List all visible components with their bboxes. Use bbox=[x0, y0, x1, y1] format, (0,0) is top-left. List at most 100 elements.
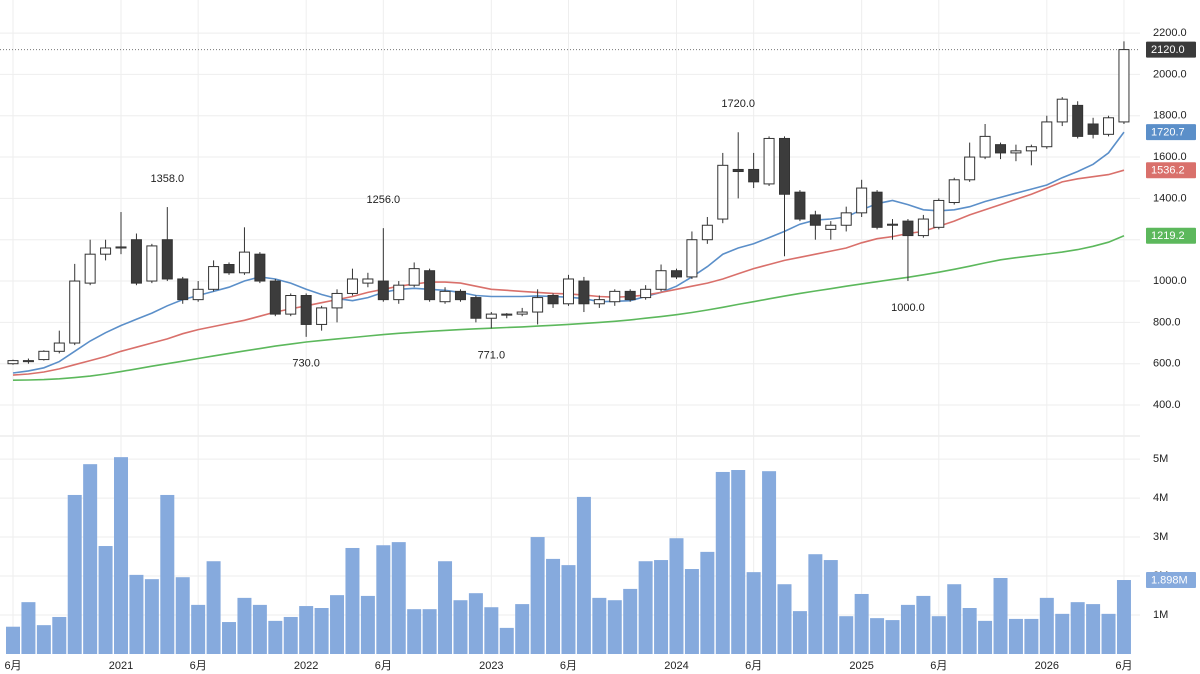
volume-bar bbox=[422, 609, 437, 654]
candle-body bbox=[825, 224, 837, 230]
ma-last-label-bg bbox=[1146, 162, 1196, 179]
volume-bar bbox=[561, 565, 576, 654]
candle-body bbox=[964, 156, 976, 181]
y-tick-label: 400.0 bbox=[1153, 399, 1181, 411]
candle-body bbox=[362, 278, 374, 284]
ma-last-label: 1720.7 bbox=[1151, 127, 1185, 139]
volume-bar bbox=[684, 569, 699, 654]
candle-body bbox=[130, 239, 142, 284]
candle-body bbox=[624, 290, 636, 301]
candle-body bbox=[161, 239, 173, 280]
volume-bar bbox=[453, 600, 468, 654]
volume-bar bbox=[700, 551, 715, 654]
volume-bar bbox=[468, 593, 483, 654]
candle-body bbox=[995, 144, 1007, 154]
volume-bar bbox=[407, 609, 422, 654]
volume-bar bbox=[484, 607, 499, 654]
candle-body bbox=[779, 137, 790, 195]
candle-body bbox=[408, 268, 420, 286]
candle-body bbox=[38, 350, 50, 361]
x-tick-label: 2025 bbox=[849, 660, 873, 672]
candle-body bbox=[424, 270, 436, 301]
candle-body bbox=[192, 288, 204, 301]
x-tick-label: 6月 bbox=[4, 660, 21, 672]
candle-body bbox=[300, 295, 312, 325]
volume-bar bbox=[669, 538, 684, 654]
volume-bar bbox=[21, 602, 36, 654]
x-tick-label: 6月 bbox=[1115, 660, 1132, 672]
candle-body bbox=[809, 214, 821, 226]
volume-bar bbox=[854, 593, 869, 654]
volume-bar bbox=[52, 616, 67, 654]
last-price-label: 2120.0 bbox=[1151, 44, 1185, 56]
x-tick-label: 6月 bbox=[375, 660, 392, 672]
volume-bar bbox=[592, 597, 607, 654]
ma-last-label: 1536.2 bbox=[1151, 165, 1185, 177]
candle-body bbox=[1087, 123, 1099, 135]
volume-last-label-bg bbox=[1146, 572, 1196, 589]
volume-bar bbox=[1008, 618, 1023, 654]
volume-bar bbox=[900, 604, 915, 654]
volume-bar bbox=[792, 611, 807, 654]
candle-body bbox=[840, 212, 852, 226]
moving-average bbox=[12, 234, 1125, 381]
volume-bar bbox=[114, 457, 129, 654]
volume-tick-label: 4M bbox=[1153, 492, 1168, 504]
volume-bar bbox=[83, 464, 98, 654]
candle-body bbox=[177, 278, 189, 301]
volume-bar bbox=[762, 471, 777, 654]
volume-bar bbox=[808, 554, 823, 654]
volume-bar bbox=[607, 600, 622, 654]
volume-bar bbox=[299, 606, 314, 654]
y-tick-label: 600.0 bbox=[1153, 358, 1181, 370]
candle-body bbox=[686, 239, 698, 278]
candle-body bbox=[1103, 117, 1115, 135]
candle-body bbox=[393, 284, 405, 301]
volume-bar bbox=[947, 584, 962, 654]
candle-body bbox=[470, 297, 482, 319]
y-tick-label: 1600.0 bbox=[1153, 151, 1187, 163]
volume-bar bbox=[160, 494, 175, 654]
candle-body bbox=[532, 297, 544, 313]
y-tick-label: 2200.0 bbox=[1153, 27, 1187, 39]
volume-bar bbox=[654, 560, 669, 654]
candle-body bbox=[1010, 150, 1022, 154]
volume-bar bbox=[376, 545, 391, 654]
last-price-label-bg bbox=[1146, 41, 1196, 58]
ma-last-label: 1219.2 bbox=[1151, 230, 1185, 242]
volume-bar bbox=[360, 595, 375, 654]
candle-body bbox=[285, 295, 297, 315]
candle-body bbox=[640, 288, 652, 299]
candle-body bbox=[377, 280, 389, 301]
x-tick-label: 2023 bbox=[479, 660, 503, 672]
candle-body bbox=[562, 278, 574, 305]
candle-body bbox=[22, 360, 34, 363]
volume-bar bbox=[931, 616, 946, 654]
volume-tick-label: 3M bbox=[1153, 531, 1168, 543]
candle-body bbox=[53, 342, 65, 352]
volume-bar bbox=[731, 470, 746, 654]
volume-bar bbox=[191, 604, 206, 654]
volume-bar bbox=[222, 622, 237, 654]
candle-body bbox=[1056, 98, 1068, 123]
x-tick-label: 6月 bbox=[190, 660, 207, 672]
volume-bar bbox=[144, 579, 159, 654]
volume-bar bbox=[330, 595, 345, 654]
x-tick-label: 6月 bbox=[930, 660, 947, 672]
volume-bar bbox=[1116, 580, 1131, 654]
candle-body bbox=[670, 270, 682, 278]
candle-body bbox=[578, 280, 590, 305]
candle-body bbox=[933, 199, 945, 228]
candle-body bbox=[146, 245, 158, 282]
volume-bar bbox=[206, 561, 221, 654]
volume-bar bbox=[530, 537, 545, 654]
candle-body bbox=[115, 246, 127, 249]
volume-bar bbox=[839, 616, 854, 654]
volume-bar bbox=[576, 496, 591, 654]
candle-body bbox=[887, 223, 899, 226]
x-tick-label: 6月 bbox=[560, 660, 577, 672]
volume-bar bbox=[98, 546, 113, 654]
volume-bar bbox=[638, 561, 653, 654]
